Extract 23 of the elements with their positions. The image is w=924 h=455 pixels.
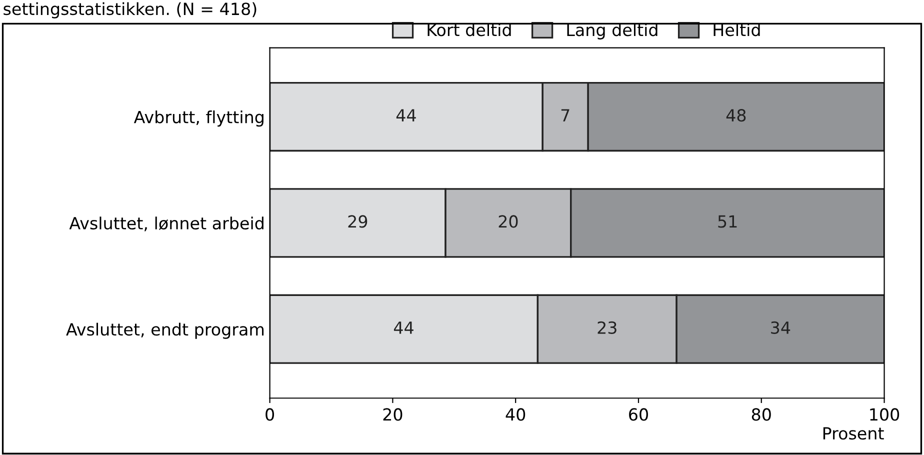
x-tick-label: 60: [629, 408, 648, 421]
y-tick-label: Avsluttet, endt program: [66, 322, 264, 339]
legend-label: Lang deltid: [567, 23, 658, 40]
y-tick-label: Avsluttet, lønnet arbeid: [69, 216, 264, 232]
legend-label: Heltid: [714, 23, 760, 36]
x-axis-title: Prosent: [823, 427, 884, 440]
data-label: 23: [598, 321, 616, 334]
x-tick-label: 40: [506, 408, 526, 421]
x-tick-label: 100: [870, 408, 900, 421]
data-label: 48: [726, 109, 746, 122]
data-label: 51: [718, 215, 737, 228]
legend-label: Kort deltid: [428, 23, 511, 36]
y-tick-label: Avbrutt, flytting: [134, 110, 264, 127]
text: settingsstatistikken. (N = 418): [4, 2, 256, 18]
data-label: 7: [561, 109, 570, 122]
x-tick-label: 0: [266, 408, 274, 421]
data-label: 20: [498, 215, 518, 228]
x-tick-label: 80: [752, 408, 771, 421]
x-tick-label: 20: [383, 408, 402, 421]
data-label: 34: [771, 321, 790, 334]
data-label: 44: [396, 109, 416, 122]
data-label: 29: [348, 215, 368, 228]
data-label: 44: [394, 322, 414, 334]
